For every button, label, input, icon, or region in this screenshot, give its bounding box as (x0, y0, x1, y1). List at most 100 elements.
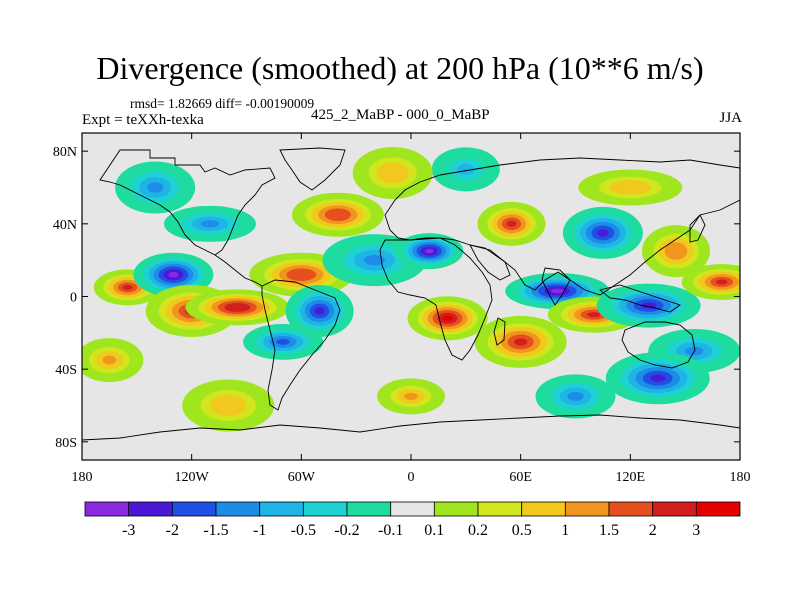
colorbar-label: -1.5 (203, 522, 228, 539)
contour-feature (82, 338, 144, 383)
coastline-africa (379, 237, 493, 361)
contour-level-fill (567, 392, 584, 401)
colorbar-swatch (521, 501, 566, 517)
colorbar-label: 3 (692, 522, 700, 539)
colorbar-swatch (564, 501, 610, 517)
colorbar-label: -0.5 (291, 522, 316, 539)
contour-feature (474, 315, 567, 368)
contour-feature (605, 352, 710, 405)
contour-feature (285, 285, 354, 338)
experiment-label: Expt = teXXh-texka (82, 112, 204, 128)
colorbar-label: 1.5 (599, 522, 619, 539)
colorbar-label: -0.1 (378, 522, 403, 539)
contour-feature (596, 283, 701, 328)
colorbar-swatch (84, 501, 130, 517)
lon-tick-label: 120W (175, 470, 210, 485)
map-area (82, 133, 740, 460)
coastline-india (541, 267, 571, 306)
coastline-japan (689, 214, 706, 243)
contour-level-fill (424, 248, 434, 254)
contour-level-fill (276, 338, 290, 345)
contour-feature (163, 205, 256, 242)
lat-tick-label: 80S (55, 436, 77, 451)
contour-feature (115, 161, 196, 214)
contour-level-fill (506, 220, 517, 227)
colorbar-label: 0.5 (512, 522, 532, 539)
contour-feature (407, 296, 488, 341)
contour-level-fill (514, 338, 528, 346)
colorbar-swatch (608, 501, 654, 517)
coastline-madagascar (493, 317, 506, 346)
contour-level-fill (442, 315, 453, 322)
colorbar-label: 0.1 (424, 522, 444, 539)
contour-level-fill (331, 211, 345, 218)
colorbar-swatch (215, 501, 261, 517)
contour-level-fill (200, 220, 220, 228)
contour-feature (377, 378, 445, 415)
colorbar-swatch (302, 501, 348, 517)
colorbar-label: 1 (561, 522, 569, 539)
contour-fills (82, 146, 740, 432)
coastline-south-america (261, 279, 341, 411)
contour-level-fill (650, 374, 666, 382)
contour-level-fill (550, 288, 564, 294)
coastline-australia (621, 321, 696, 369)
coastline-central-america (214, 254, 263, 287)
lon-tick-label: 0 (408, 470, 415, 485)
longitude-ticks: 180 120W 60W 0 60E 120E 180 (72, 133, 751, 485)
contour-feature (681, 263, 740, 300)
contour-level-fill (293, 271, 309, 278)
contour-feature (291, 192, 384, 237)
latitude-ticks: 80N 40N 0 40S 80S (53, 145, 740, 451)
contour-level-fill (716, 279, 728, 285)
coastline-arabia (469, 244, 511, 281)
season-label: JJA (719, 110, 742, 126)
coastline-eurasia (384, 157, 740, 296)
case-label: 425_2_MaBP - 000_0_MaBP (311, 107, 490, 123)
lat-tick-label: 40S (55, 363, 77, 378)
colorbar-swatch (390, 501, 435, 517)
contour-level-fill (230, 305, 244, 310)
contour-level-fill (364, 254, 385, 266)
coastline-antarctica (82, 414, 740, 441)
colorbar-label: 0.2 (468, 522, 488, 539)
contour-level-fill (168, 271, 179, 278)
contour-feature (185, 289, 290, 326)
contour-level-fill (597, 229, 609, 237)
contour-level-fill (587, 312, 601, 318)
contour-feature (249, 252, 354, 297)
contour-feature (352, 146, 433, 199)
lat-tick-label: 0 (70, 291, 77, 306)
contour-level-fill (122, 284, 133, 291)
lon-tick-label: 60E (509, 470, 532, 485)
colorbar-swatch (171, 501, 217, 517)
contour-feature (505, 273, 610, 310)
colorbar-swatch (433, 501, 479, 517)
colorbar-label: 2 (649, 522, 657, 539)
lat-tick-label: 40N (53, 218, 77, 233)
lon-tick-label: 180 (730, 470, 751, 485)
colorbar-label: -3 (122, 522, 135, 539)
contour-feature (562, 206, 643, 259)
colorbar-label: -1 (253, 522, 266, 539)
contour-level-fill (147, 182, 164, 193)
lon-tick-label: 60W (288, 470, 316, 485)
contour-feature (182, 379, 275, 432)
contour-level-fill (670, 246, 682, 256)
contour-feature (431, 147, 500, 192)
colorbar-swatch (477, 501, 523, 517)
contour-feature (243, 323, 324, 360)
rmsd-diff-stats: rmsd= 1.82669 diff= -0.00190009 (130, 96, 315, 111)
contour-feature (578, 169, 683, 206)
contour-level-fill (619, 183, 641, 192)
coastline-greenland (279, 147, 346, 191)
colorbar-label: -0.2 (334, 522, 359, 539)
contour-level-fill (314, 307, 325, 315)
contour-level-fill (404, 392, 418, 401)
contour-feature (477, 201, 546, 246)
lon-tick-label: 120E (616, 470, 646, 485)
colorbar-swatch (259, 501, 304, 517)
colorbar-swatch (128, 501, 173, 517)
contour-feature (535, 374, 616, 419)
